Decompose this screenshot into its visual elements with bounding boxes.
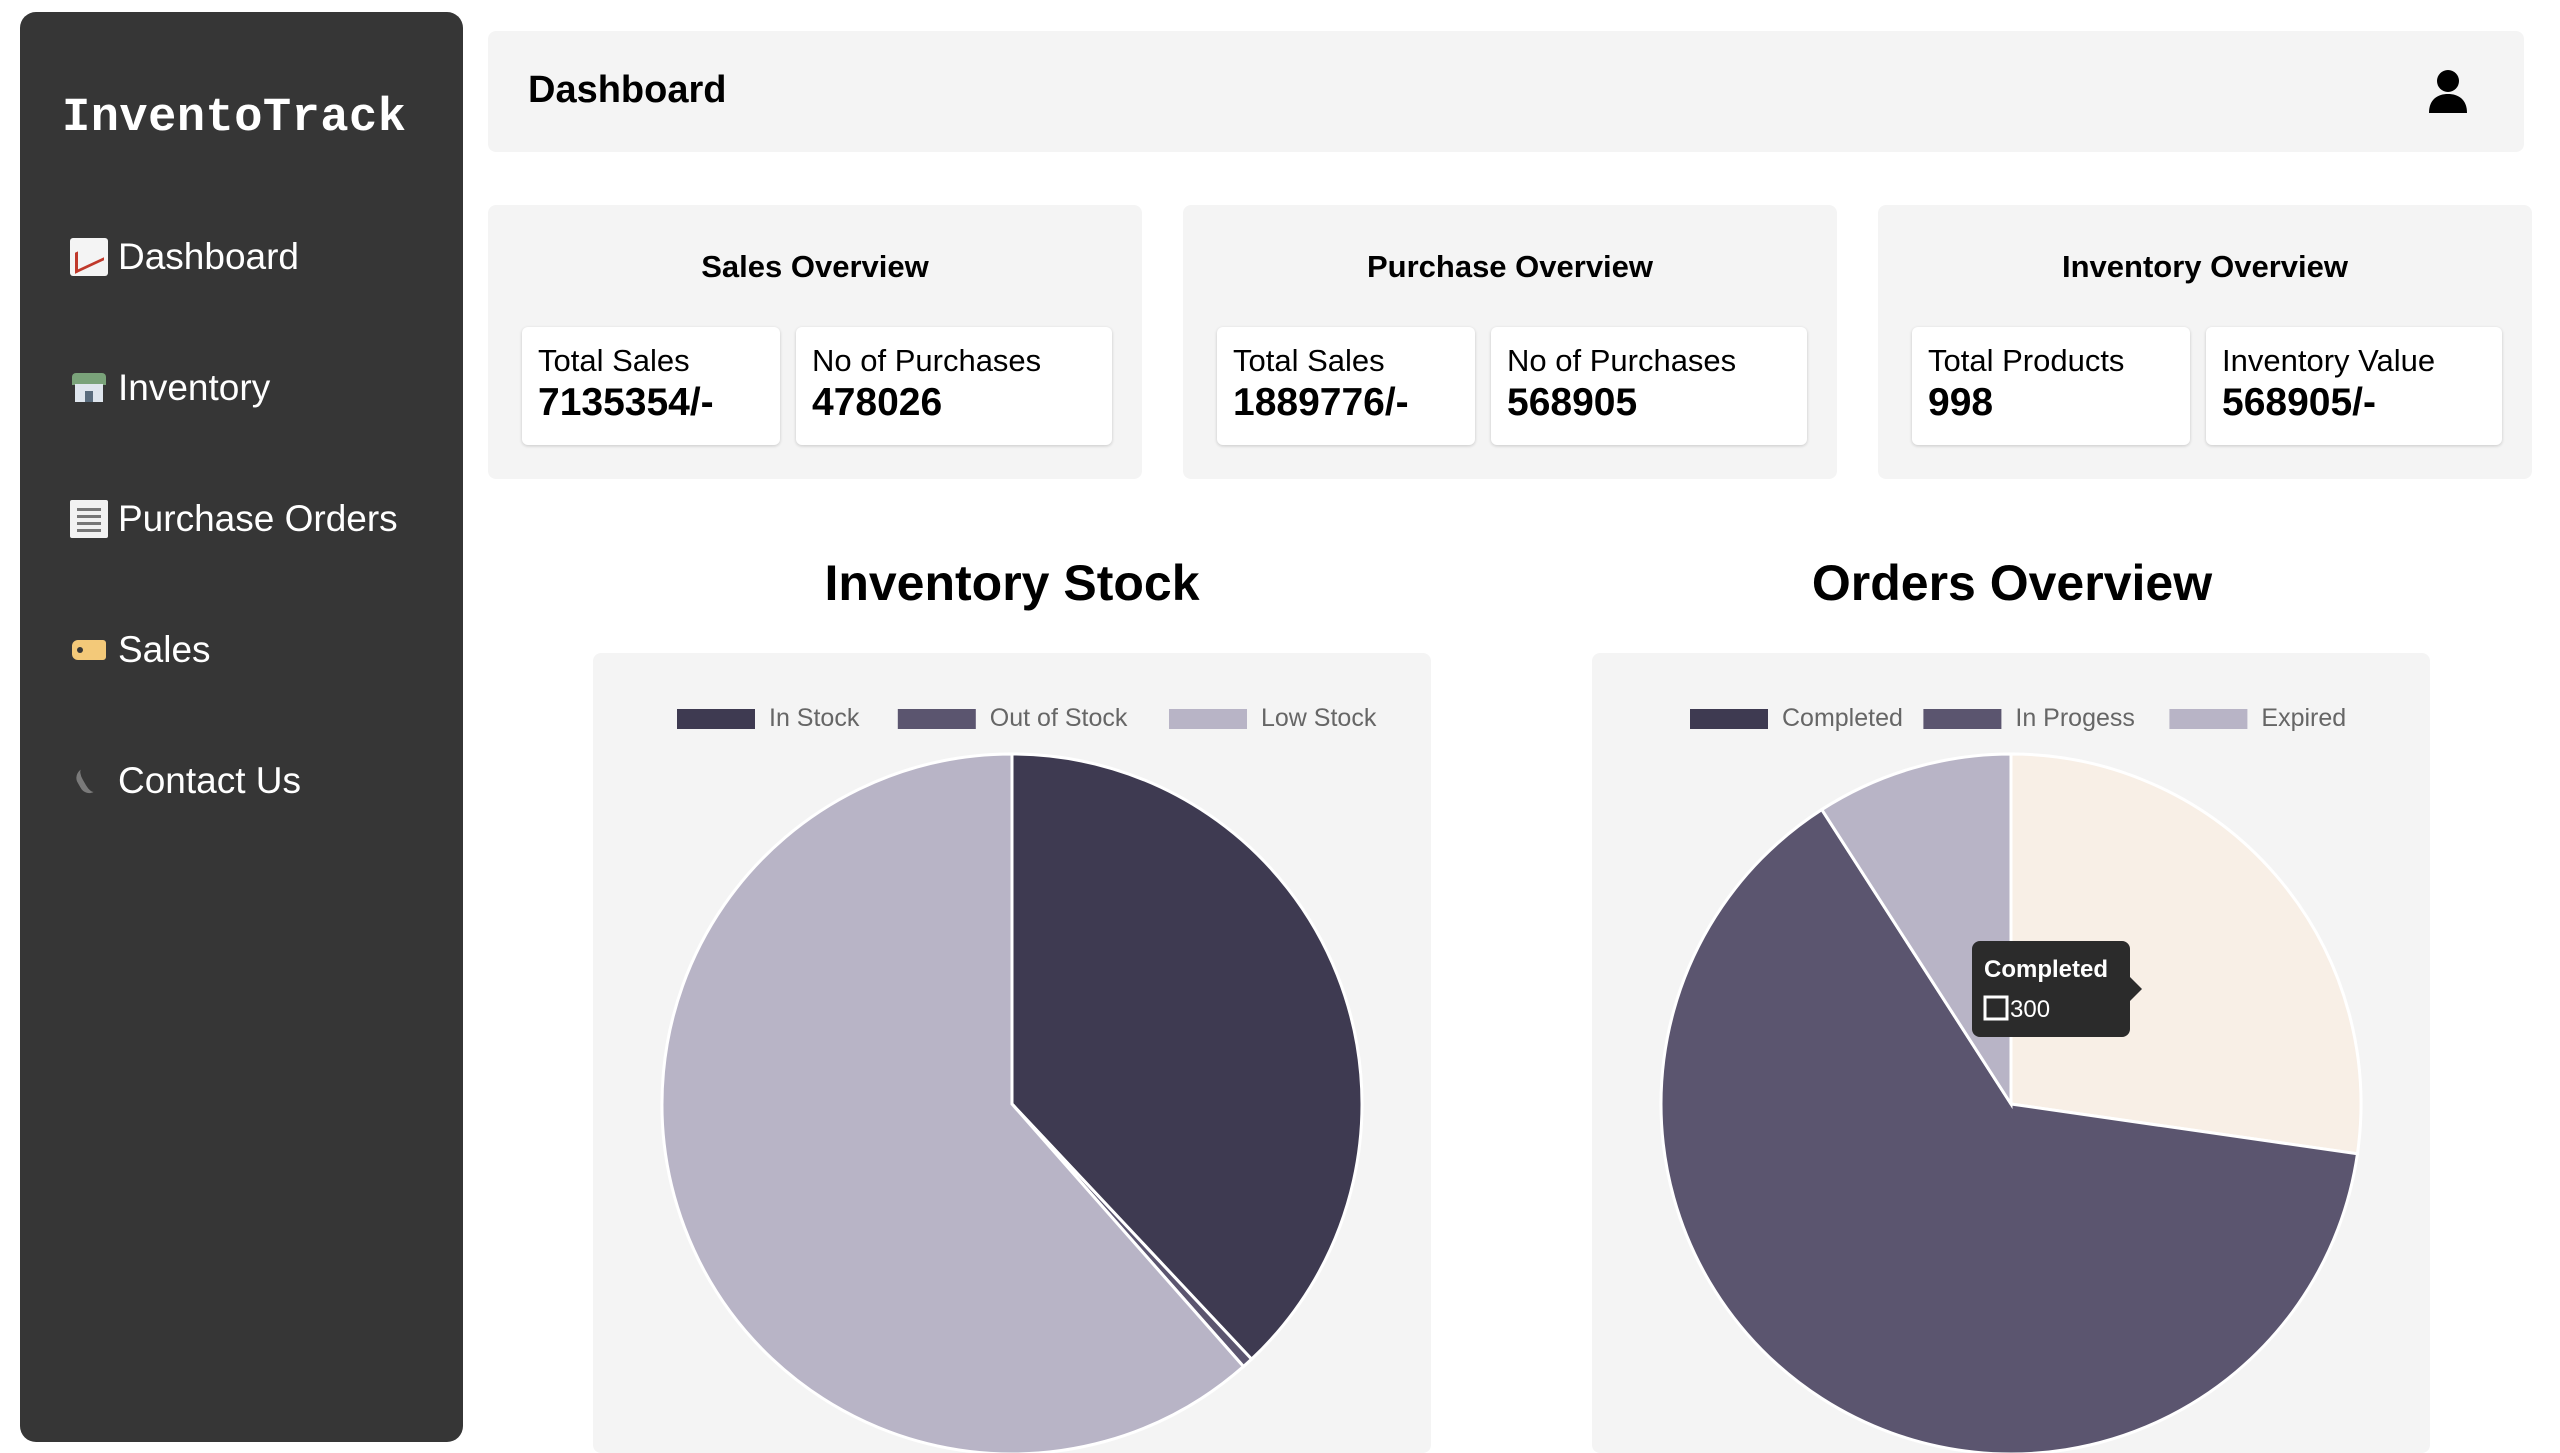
stat-value: 7135354/- [538,381,714,424]
stat-label: Total Sales [538,343,690,378]
sidebar-item-label: Purchase Orders [118,498,398,539]
user-icon[interactable] [2428,69,2468,115]
stat-total-sales: Total Sales 1889776/- [1217,327,1475,445]
orders-overview-chart: Completed In Progess Expired Completed 300 [1592,653,2430,1453]
legend-label: In Stock [769,704,860,732]
receipt-icon [70,500,108,538]
sales-overview-card: Sales Overview Total Sales 7135354/- No … [488,205,1142,479]
chart-tooltip: Completed 300 [1972,941,2142,1037]
legend-label: In Progess [2015,704,2135,732]
legend-item-low-stock[interactable]: Low Stock [1169,704,1377,732]
stat-label: Total Products [1928,343,2125,378]
inventory-overview-card: Inventory Overview Total Products 998 In… [1878,205,2532,479]
card-title: Sales Overview [701,249,929,284]
tooltip-value: 300 [2010,996,2050,1023]
chart-increasing-icon [70,238,108,276]
pie-slice-completed[interactable] [2009,752,2363,1156]
legend-swatch [1690,709,1768,729]
inventory-stock-title: Inventory Stock [824,555,1200,611]
brand-logo[interactable]: InventoTrack [62,92,407,145]
page-title: Dashboard [528,69,727,111]
stat-label: No of Purchases [1507,343,1737,378]
sidebar-item-label: Sales [118,629,211,670]
stat-value: 568905 [1507,381,1638,424]
tooltip-caret [2130,977,2142,1001]
stat-total-products: Total Products 998 [1912,327,2190,445]
legend-item-expired[interactable]: Expired [2169,704,2346,732]
stat-value: 478026 [812,381,943,424]
sidebar-item-sales[interactable]: Sales [70,625,398,675]
pie-slice-in-stock[interactable] [1010,752,1364,1362]
stat-total-sales: Total Sales 7135354/- [522,327,780,445]
orders-overview-pie: Completed In Progess Expired Completed 300 [1659,704,2363,1453]
legend-item-in-progess[interactable]: In Progess [1923,704,2135,732]
sidebar: InventoTrack Dashboard Inventory Purchas… [20,12,463,1442]
stat-label: No of Purchases [812,343,1042,378]
legend-label: Out of Stock [990,704,1128,732]
tag-icon [70,631,108,669]
stat-value: 998 [1928,381,1994,424]
tooltip-title: Completed [1984,956,2108,983]
header-bar: Dashboard [488,31,2524,152]
legend-label: Completed [1782,704,1903,732]
stat-no-of-purchases: No of Purchases 568905 [1491,327,1807,445]
legend-swatch [2169,709,2248,729]
stat-no-of-purchases: No of Purchases 478026 [796,327,1112,445]
sidebar-item-label: Inventory [118,367,271,408]
sidebar-item-purchase-orders[interactable]: Purchase Orders [70,494,398,544]
pie-slice-expired[interactable] [1819,752,2013,1110]
tooltip-swatch [1983,995,2009,1021]
stat-label: Total Sales [1233,343,1385,378]
card-title: Inventory Overview [2061,249,2348,284]
pie-slice-in-progess[interactable] [1659,807,2360,1453]
purchase-overview-card: Purchase Overview Total Sales 1889776/- … [1183,205,1837,479]
sidebar-item-contact-us[interactable]: Contact Us [70,756,398,806]
stat-label: Inventory Value [2222,343,2436,378]
sidebar-item-inventory[interactable]: Inventory [70,363,398,413]
legend-swatch [677,709,755,729]
orders-overview-title: Orders Overview [1811,555,2213,611]
legend-swatch [1169,709,1247,729]
phone-icon [70,762,108,800]
legend-item-completed[interactable]: Completed [1690,704,1903,732]
stat-value: 1889776/- [1233,381,1409,424]
store-icon [70,369,108,407]
stat-value: 568905/- [2222,381,2376,424]
inventory-stock-pie: In Stock Out of Stock Low Stock [660,704,1377,1453]
inventory-stock-chart: In Stock Out of Stock Low Stock [593,653,1431,1453]
legend-swatch [897,709,976,729]
stat-inventory-value: Inventory Value 568905/- [2206,327,2502,445]
card-title: Purchase Overview [1366,249,1654,284]
legend-item-in-stock[interactable]: In Stock [677,704,860,732]
legend-swatch [1923,709,2002,729]
sidebar-item-label: Contact Us [118,760,302,801]
sidebar-nav: Dashboard Inventory Purchase Orders Sale… [70,232,398,887]
tooltip-box [1972,941,2130,1037]
sidebar-item-label: Dashboard [118,236,300,277]
legend-label: Expired [2261,704,2346,732]
legend-item-out-of-stock[interactable]: Out of Stock [897,704,1128,732]
sidebar-item-dashboard[interactable]: Dashboard [70,232,398,282]
legend-label: Low Stock [1261,704,1377,732]
